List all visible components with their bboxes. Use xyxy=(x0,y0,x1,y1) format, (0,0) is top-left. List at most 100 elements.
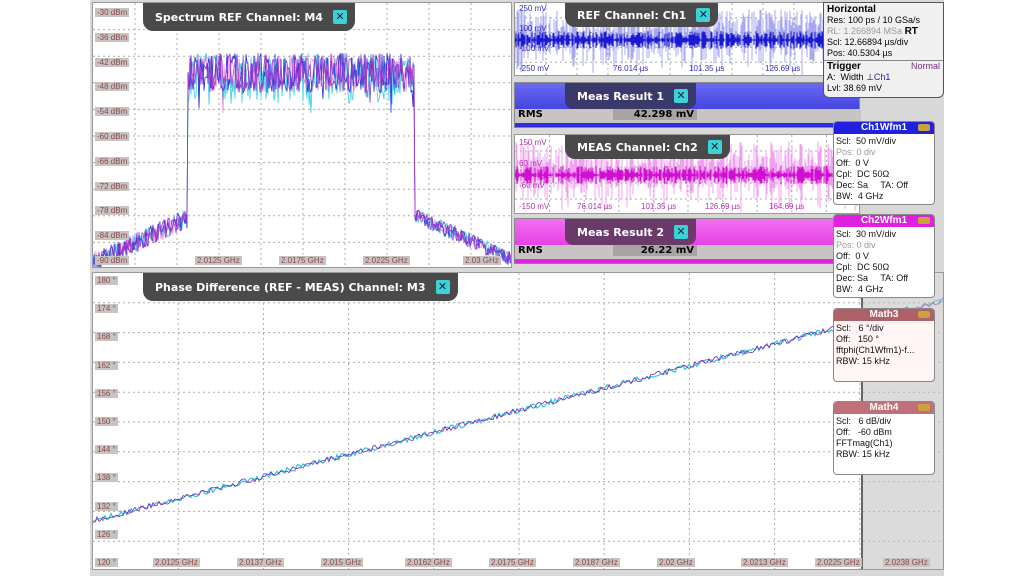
ch1-waveform xyxy=(515,3,823,75)
trigger-source: Ch1 xyxy=(873,72,891,82)
info-line: Pos: 0 div xyxy=(836,240,876,250)
close-icon[interactable]: ✕ xyxy=(674,89,689,103)
y-tick-label: -150 mV xyxy=(519,202,550,211)
minimize-icon[interactable] xyxy=(918,124,930,131)
spectrum-title[interactable]: Spectrum REF Channel: M4 ✕ xyxy=(143,3,355,31)
y-tick-label: 180 ° xyxy=(95,276,118,285)
ch1wfm-title: Ch1Wfm1 xyxy=(860,122,908,133)
ch2-trace xyxy=(515,165,859,185)
rt-badge: RT xyxy=(904,26,918,37)
x-tick-label: 101.35 µs xyxy=(689,64,725,73)
x-tick-label: 101.35 µs xyxy=(641,202,677,211)
phase-title-text: Phase Difference (REF - MEAS) Channel: M… xyxy=(155,280,426,294)
close-icon[interactable]: ✕ xyxy=(332,10,347,24)
meas-result-1: Meas Result 1 ✕ RMS 42.298 mV xyxy=(514,82,861,128)
phase-title[interactable]: Phase Difference (REF - MEAS) Channel: M… xyxy=(143,273,458,301)
close-icon[interactable]: ✕ xyxy=(696,8,711,22)
meas-label: RMS xyxy=(518,245,543,256)
y-tick-label: -60 mV xyxy=(519,180,545,190)
minimize-icon[interactable] xyxy=(918,217,930,224)
phase-panel: Phase Difference (REF - MEAS) Channel: M… xyxy=(92,272,944,570)
info-line: fftphi(Ch1Wfm1)-f... xyxy=(836,345,915,355)
meas-title-text: Meas Result 2 xyxy=(577,225,665,239)
meas-value: 42.298 mV xyxy=(613,109,697,120)
info-line: BW: 4 GHz xyxy=(836,191,884,201)
y-tick-label: 150 ° xyxy=(95,417,118,426)
meas-result-2-title[interactable]: Meas Result 2 ✕ xyxy=(565,219,697,245)
res: Res: 100 ps / 10 GSa/s xyxy=(827,15,921,25)
phase-plot xyxy=(93,273,943,569)
x-tick-label: 2.0225 GHz xyxy=(363,256,410,265)
y-tick-label: 132 ° xyxy=(95,501,118,511)
y-tick-label: 120 ° xyxy=(95,558,118,567)
close-icon[interactable]: ✕ xyxy=(707,140,722,154)
y-tick-label: 250 mV xyxy=(519,4,547,13)
y-tick-label: -48 dBm xyxy=(95,82,130,92)
spectrum-trace xyxy=(93,52,511,266)
y-tick-label: -66 dBm xyxy=(95,156,130,166)
meas-result-2: Meas Result 2 ✕ RMS 26.22 mV xyxy=(514,218,861,264)
info-line: Off: 0 V xyxy=(836,158,869,168)
y-tick-label: 100 mV xyxy=(519,24,547,33)
ch1-trace xyxy=(515,31,823,49)
y-tick-label: -90 dBm xyxy=(95,256,130,265)
meas-label: RMS xyxy=(518,109,543,120)
math4-info[interactable]: Math4 Scl: 6 dB/div Off: -60 dBm FFTmag(Ch1… xyxy=(833,401,935,475)
y-tick-label: -30 dBm xyxy=(95,8,130,17)
trigger-type: Width xyxy=(840,72,864,82)
y-tick-label: 138 ° xyxy=(95,473,118,483)
x-tick-label: 2.0175 GHz xyxy=(279,256,326,265)
x-tick-label: 126.69 µs xyxy=(705,202,741,211)
y-tick-label: -36 dBm xyxy=(95,32,130,42)
minimize-icon[interactable] xyxy=(918,404,930,411)
info-line: BW: 4 GHz xyxy=(836,284,884,294)
ch1-title-text: REF Channel: Ch1 xyxy=(577,8,687,22)
x-tick-label: 2.0137 GHz xyxy=(237,558,284,567)
y-tick-label: -78 dBm xyxy=(95,206,130,216)
y-tick-label: 174 ° xyxy=(95,304,118,314)
math3-info[interactable]: Math3 Scl: 6 °/div Off: 150 ° fftphi(Ch1Wfm… xyxy=(833,308,935,382)
close-icon[interactable]: ✕ xyxy=(435,280,450,294)
x-tick-label: 2.0125 GHz xyxy=(153,558,200,567)
horizontal-title: Horizontal xyxy=(827,4,876,15)
x-tick-label: 2.0225 GHz xyxy=(815,558,862,567)
ch1-title[interactable]: REF Channel: Ch1 ✕ xyxy=(565,3,719,27)
y-tick-label: 156 ° xyxy=(95,388,118,398)
x-tick-label: 2.0187 GHz xyxy=(573,558,620,567)
x-tick-label: 2.0213 GHz xyxy=(741,558,788,567)
x-tick-label: 2.03 GHz xyxy=(463,256,501,265)
ch2-title[interactable]: MEAS Channel: Ch2 ✕ xyxy=(565,135,730,159)
y-tick-label: -84 dBm xyxy=(95,231,130,241)
y-tick-label: -72 dBm xyxy=(95,181,130,191)
oscilloscope-screen: Spectrum REF Channel: M4 ✕ -30 dBm -36 dBm… xyxy=(90,0,944,576)
x-tick-label: 2.0238 GHz xyxy=(883,558,930,567)
info-line: RBW: 15 kHz xyxy=(836,356,890,366)
trigger-a-label: A: xyxy=(827,72,836,82)
y-tick-label: -60 dBm xyxy=(95,132,130,141)
y-tick-label: 168 ° xyxy=(95,332,118,342)
info-line: Off: -60 dBm xyxy=(836,427,892,437)
record-length: RL: 1.266894 MSa xyxy=(827,26,903,36)
minimize-icon[interactable] xyxy=(918,311,930,318)
y-tick-label: 144 ° xyxy=(95,445,118,455)
spectrum-title-text: Spectrum REF Channel: M4 xyxy=(155,10,323,24)
close-icon[interactable]: ✕ xyxy=(674,225,689,239)
x-tick-label: 2.0162 GHz xyxy=(405,558,452,567)
ch1-panel: REF Channel: Ch1 ✕ 250 mV 100 mV -100 mV -25… xyxy=(514,2,824,76)
info-line: Scl: 30 mV/div xyxy=(836,229,897,239)
spectrum-trace xyxy=(93,53,511,267)
edge-icon: ⊥ xyxy=(866,72,874,82)
y-tick-label: -42 dBm xyxy=(95,57,130,67)
x-tick-label: 76.014 µs xyxy=(577,202,613,211)
y-tick-label: -100 mV xyxy=(519,44,550,53)
x-tick-label: 2.02 GHz xyxy=(657,558,695,567)
meas-result-1-title[interactable]: Meas Result 1 ✕ xyxy=(565,83,697,109)
horizontal-settings[interactable]: Horizontal Res: 100 ps / 10 GSa/s RL: 1.… xyxy=(823,2,944,98)
y-tick-label: 60 mV xyxy=(519,159,543,169)
info-line: Scl: 6 dB/div xyxy=(836,416,892,426)
phase-trace xyxy=(93,297,943,523)
math3-title: Math3 xyxy=(869,309,899,320)
position: Pos: 40.5304 µs xyxy=(827,48,893,58)
